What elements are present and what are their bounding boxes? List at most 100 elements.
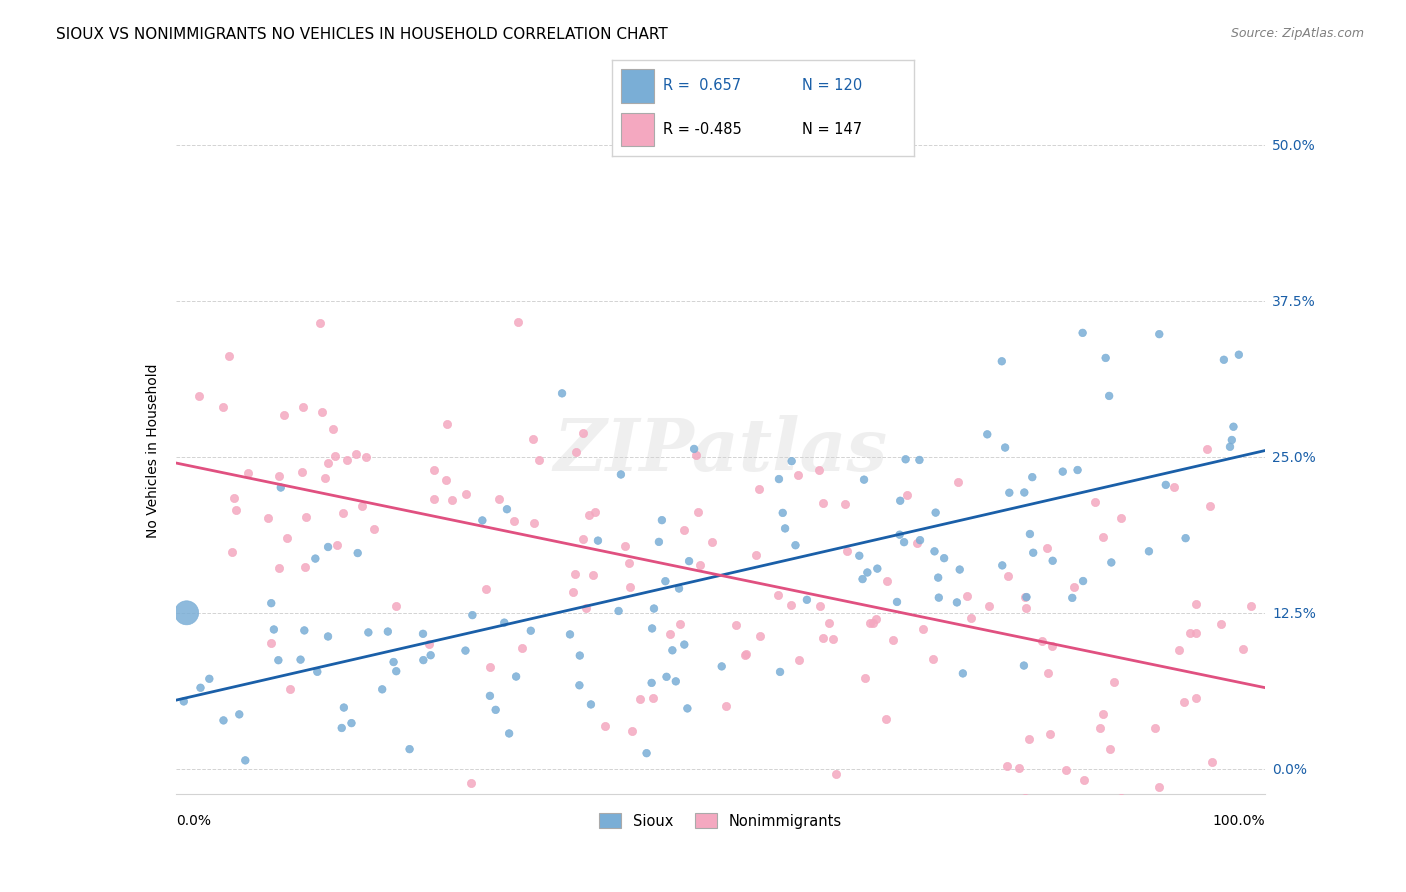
Point xyxy=(323,449,346,463)
Point xyxy=(333,700,356,714)
Point xyxy=(1094,351,1116,365)
Point xyxy=(1195,442,1218,456)
Point xyxy=(1015,601,1038,615)
Point xyxy=(1012,658,1035,673)
Point xyxy=(908,533,931,548)
Point xyxy=(772,506,794,520)
Point xyxy=(1018,731,1040,746)
Point xyxy=(661,643,683,657)
Point xyxy=(273,408,295,422)
Point xyxy=(593,719,616,733)
Point xyxy=(640,676,662,690)
Point xyxy=(685,448,707,462)
Point xyxy=(1232,641,1254,656)
Point xyxy=(1109,791,1132,805)
Point xyxy=(326,538,349,552)
Point xyxy=(496,502,519,516)
Point xyxy=(614,539,637,553)
Point xyxy=(316,456,339,470)
Point xyxy=(311,405,333,419)
Point xyxy=(768,588,790,602)
Point xyxy=(853,473,876,487)
Point xyxy=(385,599,408,614)
Point xyxy=(1174,531,1197,545)
Text: ZIPatlas: ZIPatlas xyxy=(554,415,887,486)
Point xyxy=(238,466,260,480)
Point xyxy=(498,726,520,740)
Point xyxy=(1220,433,1243,447)
Point xyxy=(352,500,374,514)
Point xyxy=(418,637,440,651)
Point xyxy=(412,653,434,667)
Point xyxy=(886,595,908,609)
Point xyxy=(837,543,859,558)
Point xyxy=(292,401,315,415)
Point xyxy=(865,612,887,626)
Point xyxy=(1099,556,1122,570)
Text: N = 120: N = 120 xyxy=(801,78,862,94)
Point xyxy=(875,712,897,726)
Point xyxy=(382,655,405,669)
Point xyxy=(1035,541,1057,555)
Point xyxy=(636,746,658,760)
Point xyxy=(1052,465,1074,479)
Point xyxy=(859,615,882,630)
Point xyxy=(991,558,1014,573)
Point xyxy=(1019,527,1042,541)
Point xyxy=(314,470,336,484)
Point xyxy=(198,672,221,686)
Point xyxy=(1149,780,1171,794)
Point xyxy=(260,636,283,650)
Point xyxy=(683,442,706,456)
Point xyxy=(907,536,929,550)
Point xyxy=(949,562,972,576)
Point xyxy=(643,601,665,615)
Point xyxy=(787,468,810,483)
Point xyxy=(866,561,889,575)
Point xyxy=(789,653,811,667)
Point xyxy=(440,493,463,508)
Point xyxy=(924,544,946,558)
Point xyxy=(291,465,314,479)
Point xyxy=(688,505,710,519)
Point xyxy=(924,506,946,520)
Point xyxy=(578,508,600,522)
Point xyxy=(876,574,898,588)
Text: 100.0%: 100.0% xyxy=(1213,814,1265,829)
Point xyxy=(991,354,1014,368)
Point xyxy=(1038,665,1060,680)
Point xyxy=(700,534,723,549)
Point xyxy=(1184,691,1206,706)
Point xyxy=(678,554,700,568)
Point xyxy=(998,485,1021,500)
Point xyxy=(460,776,482,790)
Point xyxy=(256,510,278,524)
Point xyxy=(818,615,841,630)
Point xyxy=(1066,463,1088,477)
Point xyxy=(568,678,591,692)
Point xyxy=(316,630,339,644)
Point xyxy=(1015,590,1038,604)
Point xyxy=(529,452,551,467)
Point xyxy=(966,802,988,816)
Point xyxy=(503,514,526,528)
Point xyxy=(187,389,209,403)
Point xyxy=(582,568,605,582)
Point xyxy=(952,666,974,681)
Point xyxy=(1149,327,1171,342)
Point xyxy=(619,556,641,570)
Point xyxy=(510,640,533,655)
Point xyxy=(332,506,354,520)
Point xyxy=(748,629,770,643)
Point xyxy=(908,453,931,467)
Point xyxy=(551,386,574,401)
Point xyxy=(1240,599,1263,614)
Point xyxy=(1222,419,1244,434)
Point xyxy=(308,316,330,330)
Point xyxy=(434,473,457,487)
Point xyxy=(1021,470,1043,484)
Point xyxy=(322,422,344,436)
Point xyxy=(648,534,671,549)
Point xyxy=(1014,485,1036,500)
Point xyxy=(233,753,256,767)
